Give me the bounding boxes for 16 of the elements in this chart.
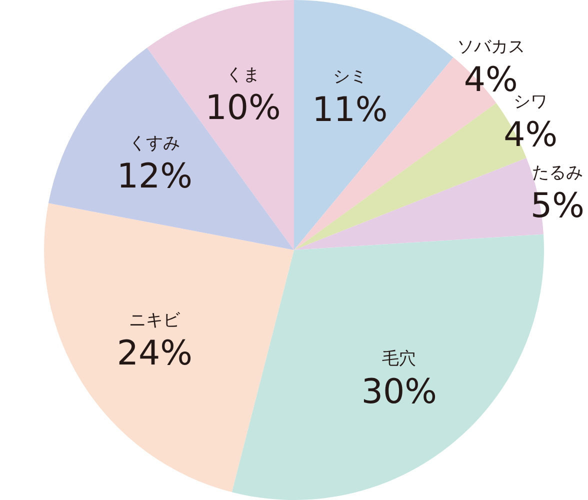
- pie-slice: [232, 234, 544, 500]
- data-label: 12%: [116, 156, 192, 197]
- slice-label: くま: [226, 65, 260, 86]
- data-label: 5%: [530, 186, 584, 226]
- data-label: 4%: [504, 114, 558, 155]
- pie-slice: [44, 203, 294, 492]
- data-label: 24%: [116, 333, 192, 374]
- data-label: 10%: [205, 88, 281, 128]
- slice-label: 毛穴: [382, 349, 416, 370]
- slice-label: たるみ: [532, 163, 583, 184]
- slice-label: ニキビ: [129, 310, 182, 330]
- data-label: 30%: [361, 372, 437, 412]
- data-label: 11%: [312, 90, 388, 130]
- slice-label: ソバカス: [456, 37, 525, 58]
- slice-label: シミ: [332, 66, 367, 87]
- slice-label: くすみ: [129, 134, 180, 154]
